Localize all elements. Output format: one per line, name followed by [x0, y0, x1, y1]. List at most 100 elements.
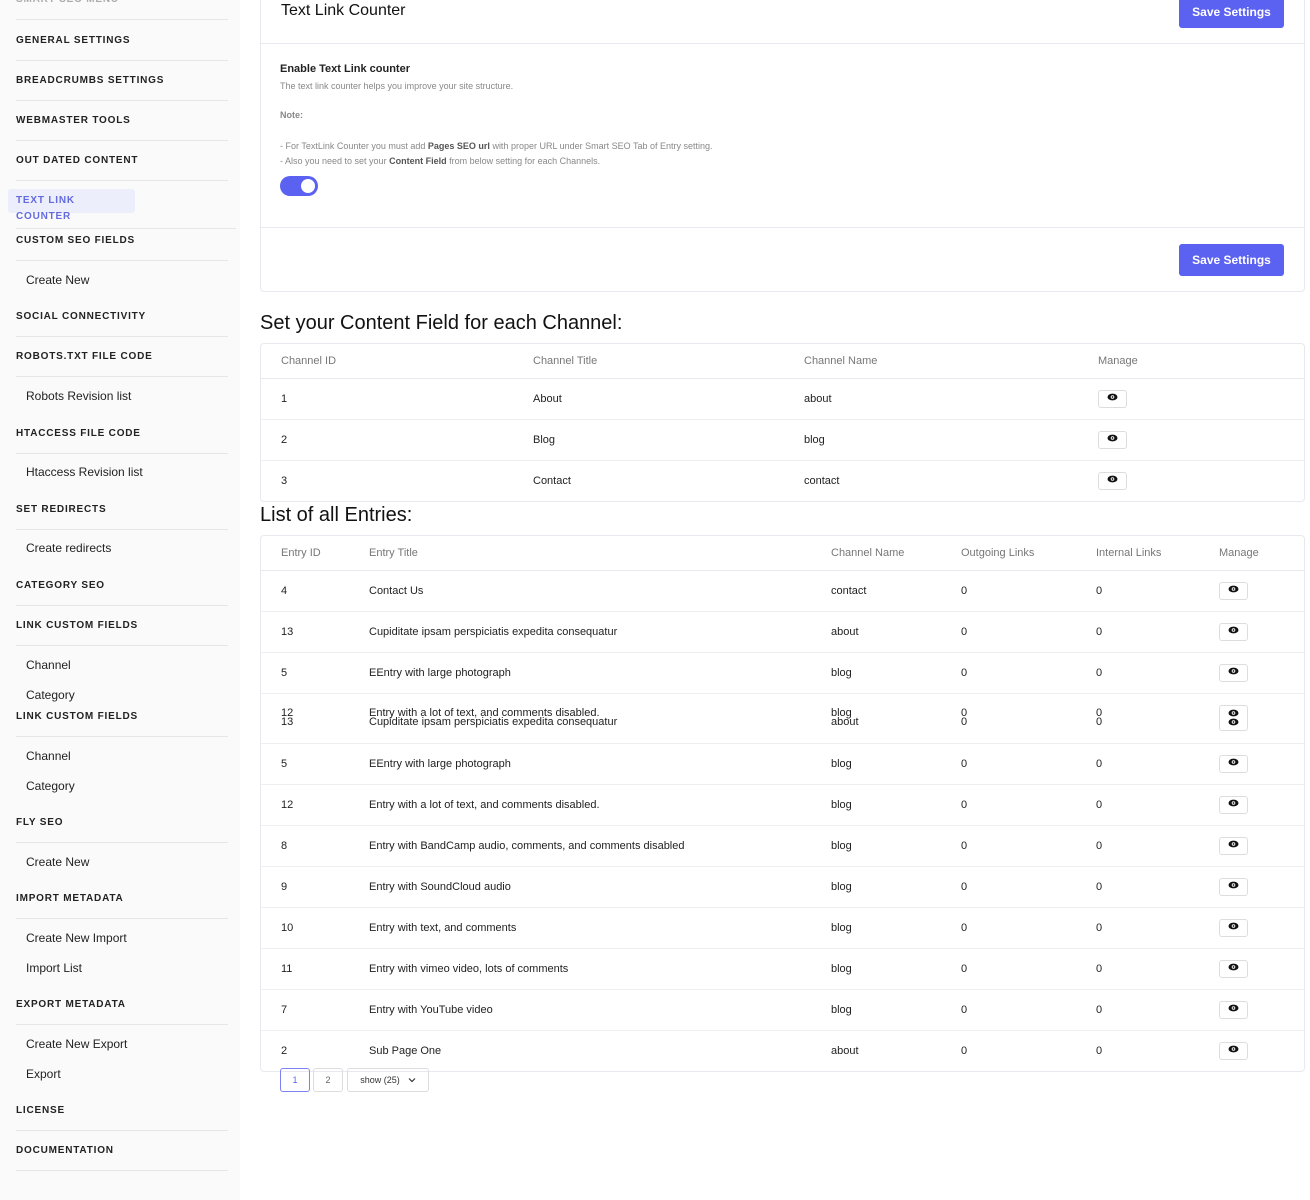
menu-item[interactable]: LINK CUSTOM FIELDS: [8, 586, 228, 646]
view-button[interactable]: [1219, 795, 1248, 814]
manage-cell: [1218, 1030, 1304, 1071]
menu-subitem[interactable]: Robots Revision list: [26, 389, 132, 403]
view-button[interactable]: [1219, 877, 1248, 896]
cell: 4: [261, 570, 368, 612]
menu-subitem[interactable]: Htaccess Revision list: [26, 465, 143, 479]
view-button[interactable]: [1219, 622, 1248, 641]
note-text: - Also you need to set your: [280, 156, 390, 166]
menu-item[interactable]: DOCUMENTATION: [8, 1111, 228, 1171]
manage-cell: [1218, 743, 1304, 785]
cell: blog: [830, 989, 960, 1031]
menu-item[interactable]: LICENSE: [8, 1071, 228, 1131]
menu-item[interactable]: IMPORT METADATA: [8, 859, 228, 919]
manage-cell: [1218, 570, 1304, 612]
view-button[interactable]: [1219, 754, 1248, 773]
menu-item[interactable]: BREADCRUMBS SETTINGS: [8, 41, 228, 101]
cell: blog: [830, 784, 960, 826]
sidebar: SMART SEO MENUGENERAL SETTINGSBREADCRUMB…: [0, 0, 240, 1200]
save-button[interactable]: Save Settings: [1179, 244, 1284, 276]
menu-subitem[interactable]: Create redirects: [26, 541, 112, 555]
manage-cell: [1218, 866, 1304, 908]
menu-subitem[interactable]: Channel: [26, 749, 71, 763]
cell: 0: [1095, 652, 1218, 694]
column-header: Outgoing Links: [960, 536, 1095, 571]
cell: 0: [1095, 907, 1218, 949]
menu-subitem[interactable]: Create New: [26, 855, 90, 869]
menu-item[interactable]: CUSTOM SEO FIELDS: [8, 201, 228, 261]
setting-label: Enable Text Link counter: [280, 63, 410, 75]
save-button[interactable]: Save Settings: [1179, 0, 1284, 28]
cell-text: Cupiditate ipsam perspiciatis expedita c…: [369, 716, 618, 728]
cell: contact: [830, 570, 960, 612]
view-button[interactable]: [1219, 959, 1248, 978]
cell: 8: [261, 825, 368, 867]
table-row: 8 Entry with BandCamp audio, comments, an…: [261, 825, 1304, 867]
view-button[interactable]: [1098, 389, 1127, 408]
cell: 12 13: [261, 693, 368, 744]
menu-subitem[interactable]: Create New: [26, 273, 90, 287]
manage-cell: [1218, 652, 1304, 694]
menu-subitem[interactable]: Create New Export: [26, 1037, 128, 1051]
note-label: Note:: [280, 110, 303, 120]
view-button[interactable]: [1219, 918, 1248, 937]
menu-item[interactable]: TEXT LINK COUNTER: [8, 189, 236, 229]
view-button[interactable]: [1219, 836, 1248, 855]
cell: Entry with SoundCloud audio: [368, 866, 830, 908]
cell: 0: [1096, 1044, 1103, 1057]
view-button[interactable]: [1219, 1000, 1248, 1019]
view-button[interactable]: [1219, 663, 1248, 682]
table-row: 11 Entry with vimeo video, lots of commen…: [261, 948, 1304, 990]
menu-item[interactable]: EXPORT METADATA: [8, 965, 228, 1025]
menu-item[interactable]: GENERAL SETTINGS: [8, 1, 228, 61]
table-row: 12 13 Entry with a lot of text, and commen…: [261, 693, 1304, 744]
table-row: 1 About about: [261, 378, 1304, 420]
view-button[interactable]: [1219, 705, 1248, 731]
menu-subitem[interactable]: Category: [26, 779, 75, 793]
show-select[interactable]: show (25): [347, 1068, 429, 1092]
menu-subitem[interactable]: Export: [26, 1067, 61, 1081]
cell: 0: [961, 1044, 968, 1057]
note-text: with proper URL under Smart SEO Tab of E…: [489, 141, 713, 151]
menu-subitem[interactable]: Import List: [26, 961, 83, 975]
view-button[interactable]: [1219, 581, 1248, 600]
menu-subitem[interactable]: Create New Import: [26, 931, 127, 945]
column-header: Entry ID: [261, 536, 368, 571]
cell-text: 13: [281, 716, 294, 728]
page-title: Text Link Counter: [281, 2, 406, 19]
menu-item[interactable]: ROBOTS.TXT FILE CODE: [8, 317, 228, 377]
cell: 5: [261, 652, 368, 694]
cell: Entry with a lot of text, and comments d…: [368, 784, 830, 826]
column-header: Channel Name: [830, 536, 960, 571]
menu-item[interactable]: OUT DATED CONTENT: [8, 121, 228, 181]
view-button[interactable]: [1098, 430, 1127, 449]
table-row: 2 Sub Page One about 0 0: [261, 1030, 1304, 1071]
menu-item[interactable]: HTACCESS FILE CODE: [8, 394, 228, 454]
toggle[interactable]: [280, 176, 318, 196]
page-button[interactable]: 1: [280, 1068, 310, 1092]
table-row: 4 Contact Us contact 0 0: [261, 570, 1304, 612]
cell: About: [532, 378, 803, 420]
cell: blog: [803, 419, 1097, 461]
menu-item[interactable]: FLY SEO: [8, 783, 228, 843]
manage-cell: [1218, 825, 1304, 867]
notes: - For TextLink Counter you must add Page…: [280, 139, 713, 169]
menu-subitem[interactable]: Channel: [26, 658, 71, 672]
view-button[interactable]: [1098, 471, 1127, 490]
menu-item[interactable]: CATEGORY SEO: [8, 546, 228, 606]
menu-item[interactable]: SOCIAL CONNECTIVITY: [8, 277, 228, 337]
cell: Blog: [532, 419, 803, 461]
note-line: - For TextLink Counter you must add Page…: [280, 139, 713, 154]
cell-text: blog: [831, 707, 852, 719]
entries-table: Entry ID Entry Title Channel Name Outgoing …: [261, 536, 1304, 1071]
page-button[interactable]: 2: [313, 1068, 343, 1092]
menu-subitem[interactable]: Category: [26, 688, 75, 702]
menu-item[interactable]: WEBMASTER TOOLS: [8, 81, 228, 141]
column-header: Channel ID: [261, 344, 532, 379]
cell: 0: [960, 652, 1095, 694]
menu-item[interactable]: LINK CUSTOM FIELDS: [8, 677, 228, 737]
cell-text: 0: [1096, 707, 1103, 719]
view-button[interactable]: [1219, 1041, 1248, 1060]
manage-cell: [1218, 693, 1304, 744]
cell: blog about: [830, 693, 960, 744]
menu-item[interactable]: SET REDIRECTS: [8, 470, 228, 530]
